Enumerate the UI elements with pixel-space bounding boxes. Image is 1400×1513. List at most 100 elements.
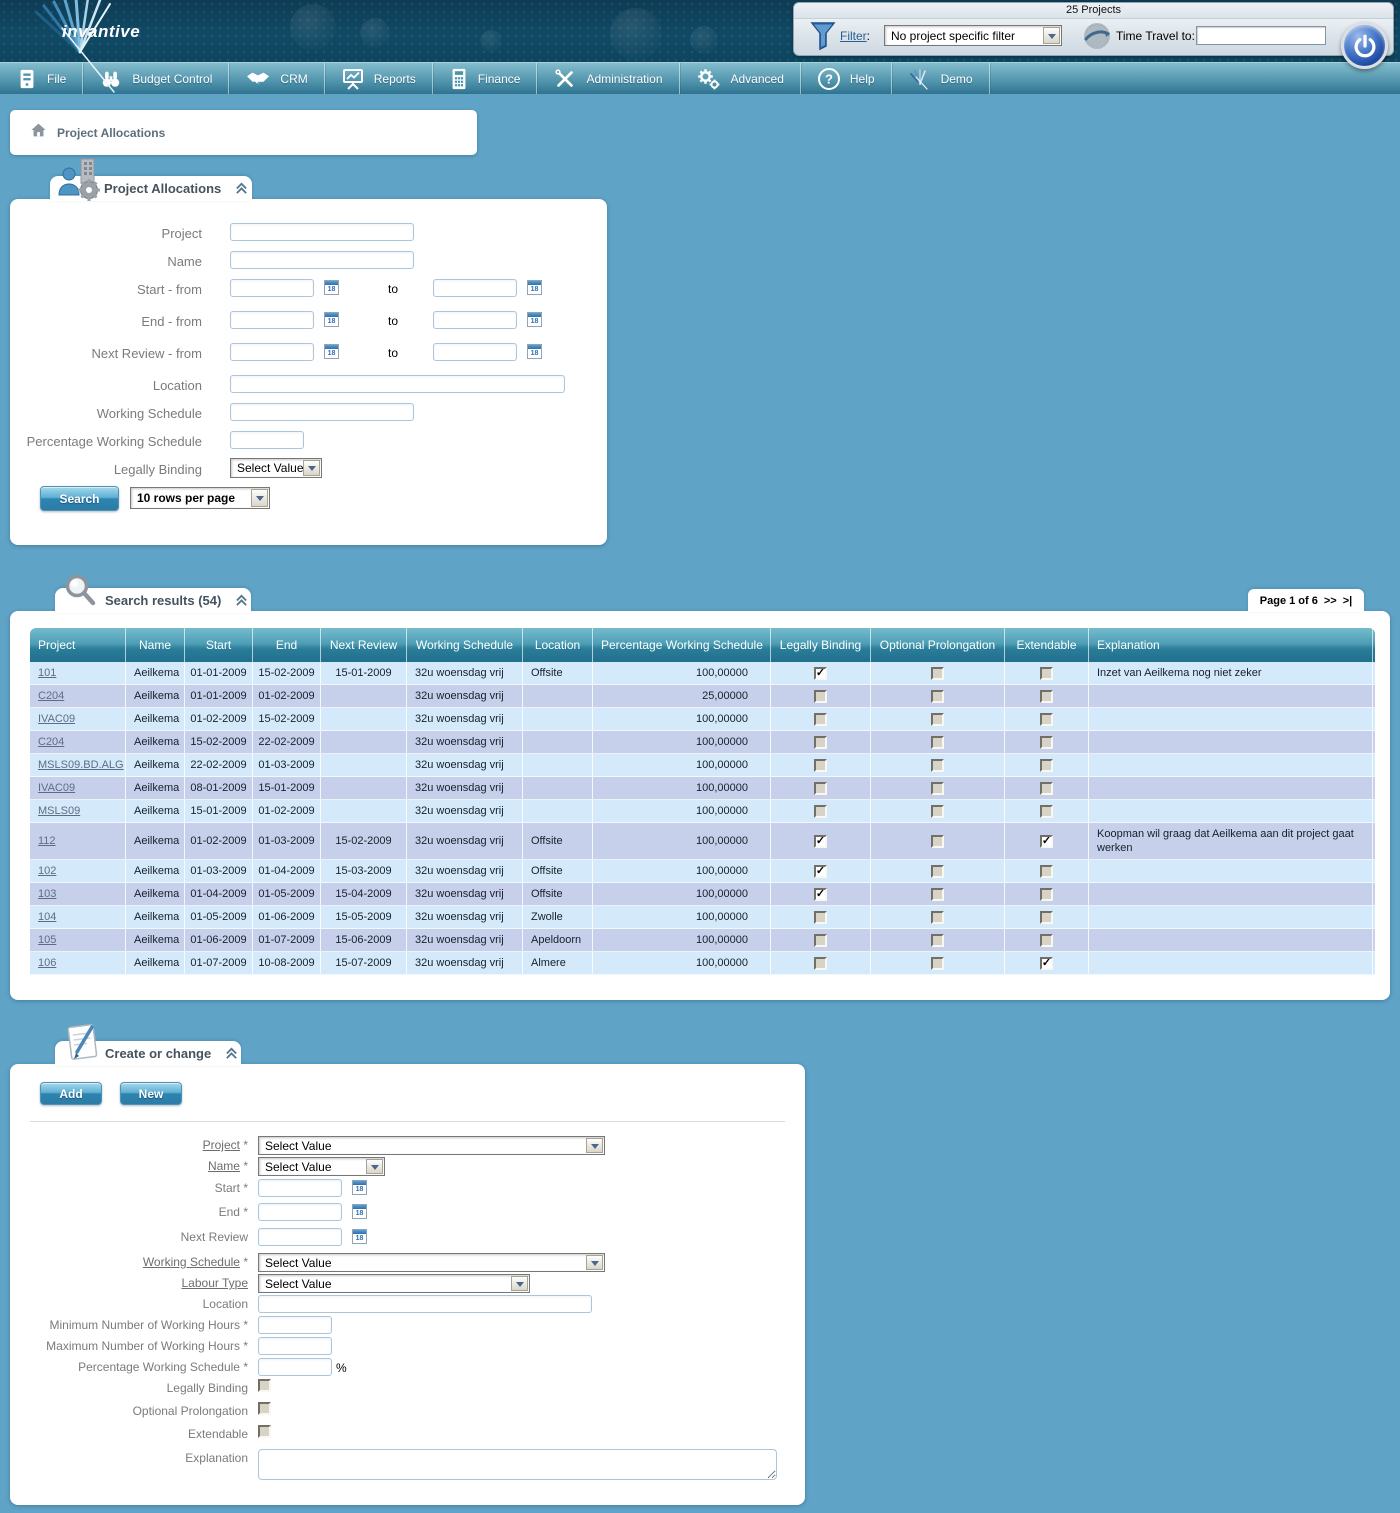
- time-travel-input[interactable]: [1196, 26, 1326, 45]
- extendable-checkbox[interactable]: [1040, 758, 1053, 772]
- rows-per-page-select[interactable]: 10 rows per page: [130, 487, 270, 509]
- working-schedule-filter-input[interactable]: [230, 403, 414, 421]
- calendar-icon[interactable]: 18: [352, 1229, 367, 1244]
- extendable-checkbox[interactable]: [1040, 712, 1053, 726]
- extendable-checkbox[interactable]: [258, 1425, 271, 1438]
- optional-prolongation-checkbox[interactable]: [931, 735, 944, 749]
- extendable-checkbox[interactable]: [1040, 887, 1053, 901]
- col-header-name[interactable]: Name: [126, 628, 185, 662]
- percentage-filter-input[interactable]: [230, 431, 304, 449]
- menu-item-file[interactable]: File: [0, 63, 84, 94]
- calendar-icon[interactable]: 18: [324, 344, 339, 359]
- next-page-button[interactable]: >>: [1323, 594, 1337, 607]
- working-schedule-select[interactable]: Select Value: [258, 1253, 605, 1272]
- legally-binding-checkbox[interactable]: ✓: [814, 864, 827, 878]
- optional-prolongation-checkbox[interactable]: [258, 1402, 271, 1415]
- project-filter-input[interactable]: [230, 223, 414, 241]
- menu-item-demo[interactable]: Demo: [892, 63, 990, 94]
- legally-binding-checkbox[interactable]: [814, 689, 827, 703]
- col-header-start[interactable]: Start: [185, 628, 253, 662]
- extendable-checkbox[interactable]: [1040, 735, 1053, 749]
- location-filter-input[interactable]: [230, 375, 565, 393]
- project-link[interactable]: C204: [38, 690, 65, 702]
- legally-binding-checkbox[interactable]: [814, 712, 827, 726]
- collapse-chevron-icon[interactable]: [235, 594, 248, 607]
- project-link[interactable]: C204: [38, 736, 65, 748]
- extendable-checkbox[interactable]: [1040, 666, 1053, 680]
- new-button[interactable]: New: [120, 1082, 182, 1105]
- calendar-icon[interactable]: 18: [324, 312, 339, 327]
- legally-binding-select[interactable]: Select Value: [230, 458, 322, 478]
- legally-binding-checkbox[interactable]: ✓: [814, 666, 827, 680]
- col-header-legally-binding[interactable]: Legally Binding: [771, 628, 871, 662]
- label-working-schedule[interactable]: Working Schedule *: [142, 1255, 248, 1269]
- calendar-icon[interactable]: 18: [352, 1204, 367, 1219]
- project-link[interactable]: 102: [38, 865, 57, 877]
- optional-prolongation-checkbox[interactable]: [931, 864, 944, 878]
- legally-binding-checkbox[interactable]: ✓: [814, 887, 827, 901]
- dropdown-arrow-icon[interactable]: [586, 1138, 603, 1153]
- project-link[interactable]: MSLS09: [38, 805, 81, 817]
- collapse-chevron-icon[interactable]: [225, 1047, 238, 1060]
- col-header-working-schedule[interactable]: Working Schedule: [407, 628, 523, 662]
- power-button[interactable]: [1341, 22, 1388, 69]
- menu-item-help[interactable]: ? Help: [801, 63, 892, 94]
- optional-prolongation-checkbox[interactable]: [931, 933, 944, 947]
- menu-item-advanced[interactable]: Advanced: [680, 63, 801, 94]
- collapse-chevron-icon[interactable]: [235, 182, 248, 195]
- col-header-percentage-working-schedule[interactable]: Percentage Working Schedule: [593, 628, 771, 662]
- name-select[interactable]: Select Value: [258, 1157, 385, 1176]
- col-header-extendable[interactable]: Extendable: [1005, 628, 1089, 662]
- optional-prolongation-checkbox[interactable]: [931, 804, 944, 818]
- end-from-input[interactable]: [230, 311, 314, 329]
- search-button[interactable]: Search: [40, 486, 119, 511]
- labour-type-select[interactable]: Select Value: [258, 1274, 530, 1293]
- start-input[interactable]: [258, 1179, 342, 1197]
- col-header-optional-prolongation[interactable]: Optional Prolongation: [871, 628, 1005, 662]
- legally-binding-checkbox[interactable]: [814, 910, 827, 924]
- next-review-input[interactable]: [258, 1228, 342, 1246]
- next-review-from-input[interactable]: [230, 343, 314, 361]
- start-from-input[interactable]: [230, 279, 314, 297]
- percentage-working-schedule-input[interactable]: [258, 1358, 332, 1376]
- dropdown-arrow-icon[interactable]: [511, 1276, 528, 1291]
- menu-item-crm[interactable]: CRM: [229, 63, 325, 94]
- label-project[interactable]: Project *: [202, 1138, 248, 1152]
- project-link[interactable]: 101: [38, 667, 57, 679]
- label-labour-type[interactable]: Labour Type: [181, 1276, 249, 1290]
- calendar-icon[interactable]: 18: [324, 280, 339, 295]
- calendar-icon[interactable]: 18: [527, 280, 542, 295]
- extendable-checkbox[interactable]: [1040, 933, 1053, 947]
- dropdown-arrow-icon[interactable]: [366, 1159, 383, 1174]
- maximum-number-of-working-hours-input[interactable]: [258, 1337, 332, 1355]
- menu-item-reports[interactable]: Reports: [325, 63, 433, 94]
- project-link[interactable]: 103: [38, 888, 57, 900]
- legally-binding-checkbox[interactable]: [814, 933, 827, 947]
- project-link[interactable]: 104: [38, 911, 57, 923]
- extendable-checkbox[interactable]: [1040, 804, 1053, 818]
- minimum-number-of-working-hours-input[interactable]: [258, 1316, 332, 1334]
- last-page-button[interactable]: >|: [1342, 594, 1353, 607]
- extendable-checkbox[interactable]: [1040, 864, 1053, 878]
- label-name[interactable]: Name *: [207, 1159, 248, 1173]
- project-link[interactable]: IVAC09: [38, 782, 76, 794]
- project-link[interactable]: MSLS09.BD.ALG: [38, 759, 124, 771]
- optional-prolongation-checkbox[interactable]: [931, 689, 944, 703]
- legally-binding-checkbox[interactable]: [814, 758, 827, 772]
- col-header-explanation[interactable]: Explanation: [1089, 628, 1373, 662]
- calendar-icon[interactable]: 18: [527, 344, 542, 359]
- next-review-to-input[interactable]: [433, 343, 517, 361]
- extendable-checkbox[interactable]: ✓: [1040, 834, 1053, 848]
- col-header-next-review[interactable]: Next Review: [321, 628, 407, 662]
- legally-binding-checkbox[interactable]: [814, 956, 827, 970]
- optional-prolongation-checkbox[interactable]: [931, 712, 944, 726]
- name-filter-input[interactable]: [230, 251, 414, 269]
- project-select[interactable]: Select Value: [258, 1136, 605, 1155]
- filter-link[interactable]: Filter:: [840, 29, 871, 43]
- calendar-icon[interactable]: 18: [527, 312, 542, 327]
- extendable-checkbox[interactable]: [1040, 910, 1053, 924]
- filter-select[interactable]: No project specific filter: [884, 25, 1062, 46]
- project-link[interactable]: 112: [38, 835, 56, 847]
- calendar-icon[interactable]: 18: [352, 1180, 367, 1195]
- optional-prolongation-checkbox[interactable]: [931, 910, 944, 924]
